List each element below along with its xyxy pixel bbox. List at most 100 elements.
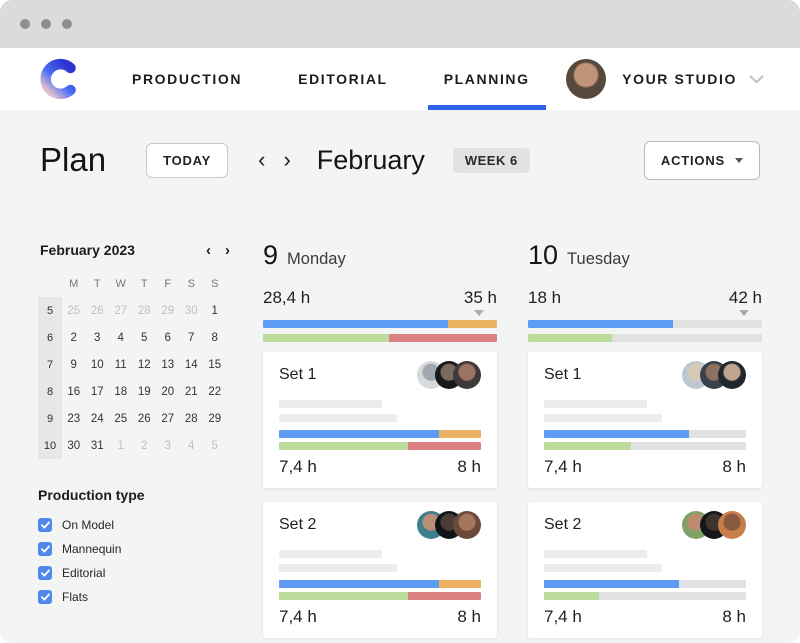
- prev-period-button[interactable]: ‹: [258, 147, 266, 172]
- mini-calendar-title: February 2023: [40, 242, 135, 258]
- filter-checkbox-mannequin[interactable]: Mannequin: [38, 540, 232, 557]
- calendar-day[interactable]: 1: [211, 304, 218, 317]
- calendar-day[interactable]: 29: [161, 304, 175, 317]
- calendar-day[interactable]: 10: [90, 358, 104, 371]
- placeholder-lines: [279, 400, 481, 422]
- calendar-day[interactable]: 18: [114, 385, 128, 398]
- calendar-day[interactable]: 9: [70, 358, 77, 371]
- bar-segment-red: [389, 334, 497, 342]
- day-column-monday: 9 Monday 28,4 h 35 h Set 1: [263, 240, 497, 638]
- app-logo-icon[interactable]: [36, 56, 82, 102]
- filter-title: Production type: [38, 487, 145, 503]
- tab-production[interactable]: PRODUCTION: [132, 71, 243, 87]
- calendar-day[interactable]: 7: [188, 331, 195, 344]
- calendar-day[interactable]: 31: [90, 439, 104, 452]
- bar-segment-blue: [279, 430, 439, 438]
- mini-calendar-grid: M T W T F S S 5 25 26 27 28 29 30 1 6 2 3 4 5 6 7 8 7 9 10 11 12 13 1…: [38, 270, 232, 459]
- calendar-day[interactable]: 5: [211, 439, 218, 452]
- calendar-day-header: W: [115, 277, 126, 290]
- calendar-day[interactable]: 15: [208, 358, 222, 371]
- calendar-day[interactable]: 24: [90, 412, 104, 425]
- top-nav: PRODUCTION EDITORIAL PLANNING YOUR STUDIO: [0, 48, 800, 110]
- set-hours-total: 8 h: [722, 457, 746, 476]
- set-card[interactable]: Set 1 7,4 h 8 h: [528, 352, 762, 488]
- calendar-next-button[interactable]: ›: [225, 241, 230, 259]
- bar-segment-red: [408, 592, 481, 600]
- user-avatar[interactable]: [566, 59, 607, 99]
- filter-checkbox-on-model[interactable]: On Model: [38, 516, 232, 533]
- set-card[interactable]: Set 1 7,4 h 8 h: [263, 352, 497, 488]
- account-menu[interactable]: YOUR STUDIO: [566, 59, 764, 99]
- checkbox-checked-icon[interactable]: [38, 565, 52, 580]
- plan-toolbar: Plan TODAY ‹ › February WEEK 6 ACTIONS: [0, 110, 800, 210]
- avatar: [718, 361, 746, 389]
- hours-total-label: 35 h: [464, 288, 497, 316]
- calendar-day[interactable]: 17: [90, 385, 104, 398]
- day-number: 9: [263, 240, 279, 270]
- calendar-day[interactable]: 4: [188, 439, 195, 452]
- filter-label: Flats: [62, 589, 89, 604]
- calendar-day[interactable]: 26: [90, 304, 104, 317]
- checkbox-checked-icon[interactable]: [38, 541, 52, 556]
- tab-planning[interactable]: PLANNING: [427, 48, 546, 110]
- bar-segment-green: [279, 592, 409, 600]
- month-label: February: [316, 144, 425, 175]
- page-title: Plan: [40, 141, 107, 178]
- bar-segment-green: [263, 334, 390, 342]
- calendar-day[interactable]: 27: [161, 412, 175, 425]
- bar-segment-gray: [689, 430, 746, 438]
- set-card[interactable]: Set 2 7,4 h 8 h: [263, 502, 497, 638]
- week-badge: WEEK 6: [452, 147, 530, 173]
- tab-editorial[interactable]: EDITORIAL: [298, 71, 388, 87]
- calendar-day[interactable]: 16: [67, 385, 81, 398]
- calendar-day[interactable]: 30: [67, 439, 81, 452]
- avatar: [453, 511, 481, 539]
- calendar-day[interactable]: 11: [114, 358, 127, 371]
- filter-list: On Model Mannequin Editorial Flats: [38, 516, 232, 605]
- calendar-day[interactable]: 8: [211, 331, 218, 344]
- filter-checkbox-editorial[interactable]: Editorial: [38, 564, 232, 581]
- calendar-day[interactable]: 23: [67, 412, 81, 425]
- calendar-day[interactable]: 6: [164, 331, 171, 344]
- window-dot-icon: [20, 19, 30, 29]
- calendar-day[interactable]: 30: [184, 304, 198, 317]
- calendar-day[interactable]: 25: [67, 304, 81, 317]
- bar-segment-green: [544, 592, 599, 600]
- calendar-day[interactable]: 20: [161, 385, 175, 398]
- next-period-button[interactable]: ›: [283, 147, 291, 172]
- calendar-day[interactable]: 29: [208, 412, 222, 425]
- calendar-day[interactable]: 1: [117, 439, 124, 452]
- calendar-day[interactable]: 4: [117, 331, 124, 344]
- calendar-day[interactable]: 2: [141, 439, 148, 452]
- calendar-day[interactable]: 21: [184, 385, 198, 398]
- checkbox-checked-icon[interactable]: [38, 589, 52, 604]
- day-name: Tuesday: [567, 250, 630, 268]
- calendar-day[interactable]: 28: [137, 304, 151, 317]
- today-button[interactable]: TODAY: [146, 142, 229, 178]
- calendar-day[interactable]: 28: [184, 412, 198, 425]
- bar-segment-orange: [438, 430, 481, 438]
- calendar-day[interactable]: 27: [114, 304, 128, 317]
- calendar-day[interactable]: 5: [141, 331, 148, 344]
- filter-checkbox-flats[interactable]: Flats: [38, 588, 232, 605]
- nav-tabs: PRODUCTION EDITORIAL PLANNING: [132, 48, 546, 110]
- calendar-day[interactable]: 13: [161, 358, 175, 371]
- calendar-day[interactable]: 19: [137, 385, 151, 398]
- calendar-day[interactable]: 14: [184, 358, 198, 371]
- checkbox-checked-icon[interactable]: [38, 517, 52, 532]
- set-hours-total: 8 h: [457, 607, 481, 626]
- calendar-day[interactable]: 25: [114, 412, 128, 425]
- calendar-prev-button[interactable]: ‹: [206, 241, 211, 259]
- calendar-day[interactable]: 3: [94, 331, 101, 344]
- studio-label[interactable]: YOUR STUDIO: [622, 71, 737, 87]
- calendar-day[interactable]: 3: [164, 439, 171, 452]
- avatar-stack: [417, 511, 481, 539]
- chevron-down-icon[interactable]: [749, 74, 764, 84]
- set-card[interactable]: Set 2 7,4 h 8 h: [528, 502, 762, 638]
- calendar-day[interactable]: 2: [70, 331, 77, 344]
- calendar-day[interactable]: 12: [137, 358, 151, 371]
- actions-button[interactable]: ACTIONS: [643, 140, 760, 180]
- calendar-day-header: T: [140, 277, 148, 290]
- calendar-day[interactable]: 22: [208, 385, 222, 398]
- calendar-day[interactable]: 26: [137, 412, 151, 425]
